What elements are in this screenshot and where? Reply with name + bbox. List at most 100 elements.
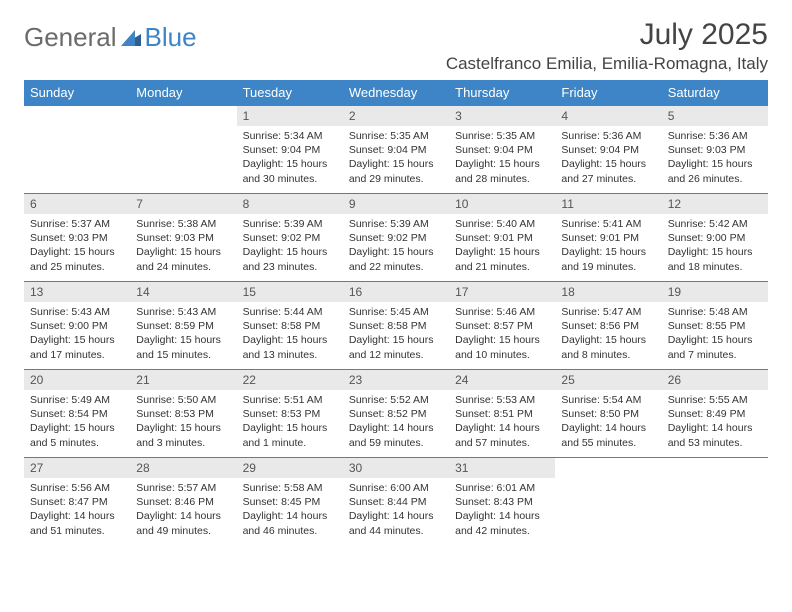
day-number: 5 bbox=[662, 106, 768, 126]
day-detail-line: Sunrise: 5:53 AM bbox=[455, 393, 549, 407]
day-header: Saturday bbox=[662, 80, 768, 106]
day-detail-line: Sunset: 8:58 PM bbox=[243, 319, 337, 333]
day-details: Sunrise: 5:57 AMSunset: 8:46 PMDaylight:… bbox=[130, 478, 236, 544]
day-detail-line: Sunset: 8:46 PM bbox=[136, 495, 230, 509]
day-number: 30 bbox=[343, 458, 449, 478]
day-number: 15 bbox=[237, 282, 343, 302]
month-title: July 2025 bbox=[446, 18, 768, 52]
day-detail-line: and 26 minutes. bbox=[668, 172, 762, 186]
day-number: 23 bbox=[343, 370, 449, 390]
calendar-head: SundayMondayTuesdayWednesdayThursdayFrid… bbox=[24, 80, 768, 106]
calendar-cell: 14Sunrise: 5:43 AMSunset: 8:59 PMDayligh… bbox=[130, 282, 236, 370]
day-number: 31 bbox=[449, 458, 555, 478]
calendar-cell: 1Sunrise: 5:34 AMSunset: 9:04 PMDaylight… bbox=[237, 106, 343, 194]
calendar-cell: 23Sunrise: 5:52 AMSunset: 8:52 PMDayligh… bbox=[343, 370, 449, 458]
calendar-cell: 29Sunrise: 5:58 AMSunset: 8:45 PMDayligh… bbox=[237, 458, 343, 546]
day-detail-line: Sunset: 8:44 PM bbox=[349, 495, 443, 509]
logo: General Blue bbox=[24, 18, 197, 53]
day-detail-line: Daylight: 15 hours bbox=[349, 245, 443, 259]
day-number: 2 bbox=[343, 106, 449, 126]
day-details: Sunrise: 5:53 AMSunset: 8:51 PMDaylight:… bbox=[449, 390, 555, 456]
day-detail-line: Sunrise: 5:45 AM bbox=[349, 305, 443, 319]
day-detail-line: Daylight: 15 hours bbox=[136, 333, 230, 347]
day-detail-line: Sunset: 9:00 PM bbox=[30, 319, 124, 333]
day-detail-line: Sunset: 9:02 PM bbox=[243, 231, 337, 245]
day-detail-line: and 57 minutes. bbox=[455, 436, 549, 450]
day-number: 13 bbox=[24, 282, 130, 302]
day-detail-line: Sunset: 8:45 PM bbox=[243, 495, 337, 509]
day-detail-line: Sunset: 8:56 PM bbox=[561, 319, 655, 333]
calendar-week: 27Sunrise: 5:56 AMSunset: 8:47 PMDayligh… bbox=[24, 458, 768, 546]
day-detail-line: and 12 minutes. bbox=[349, 348, 443, 362]
day-detail-line: Daylight: 15 hours bbox=[30, 245, 124, 259]
day-number: 25 bbox=[555, 370, 661, 390]
calendar-cell: 18Sunrise: 5:47 AMSunset: 8:56 PMDayligh… bbox=[555, 282, 661, 370]
day-detail-line: and 55 minutes. bbox=[561, 436, 655, 450]
day-header: Wednesday bbox=[343, 80, 449, 106]
day-detail-line: and 59 minutes. bbox=[349, 436, 443, 450]
day-details: Sunrise: 5:43 AMSunset: 9:00 PMDaylight:… bbox=[24, 302, 130, 368]
day-details: Sunrise: 5:44 AMSunset: 8:58 PMDaylight:… bbox=[237, 302, 343, 368]
day-detail-line: Sunrise: 5:42 AM bbox=[668, 217, 762, 231]
title-block: July 2025 Castelfranco Emilia, Emilia-Ro… bbox=[446, 18, 768, 74]
calendar-cell: 17Sunrise: 5:46 AMSunset: 8:57 PMDayligh… bbox=[449, 282, 555, 370]
calendar-cell: 31Sunrise: 6:01 AMSunset: 8:43 PMDayligh… bbox=[449, 458, 555, 546]
day-header: Friday bbox=[555, 80, 661, 106]
day-details: Sunrise: 5:34 AMSunset: 9:04 PMDaylight:… bbox=[237, 126, 343, 192]
day-detail-line: Daylight: 15 hours bbox=[455, 245, 549, 259]
day-number: 24 bbox=[449, 370, 555, 390]
day-number: 26 bbox=[662, 370, 768, 390]
day-detail-line: Daylight: 15 hours bbox=[455, 157, 549, 171]
day-detail-line: Sunset: 9:03 PM bbox=[136, 231, 230, 245]
day-detail-line: Sunrise: 5:46 AM bbox=[455, 305, 549, 319]
day-detail-line: Sunrise: 6:00 AM bbox=[349, 481, 443, 495]
day-detail-line: Daylight: 15 hours bbox=[243, 333, 337, 347]
day-number: 22 bbox=[237, 370, 343, 390]
calendar-cell: 16Sunrise: 5:45 AMSunset: 8:58 PMDayligh… bbox=[343, 282, 449, 370]
day-detail-line: and 42 minutes. bbox=[455, 524, 549, 538]
day-header-row: SundayMondayTuesdayWednesdayThursdayFrid… bbox=[24, 80, 768, 106]
day-detail-line: and 1 minute. bbox=[243, 436, 337, 450]
calendar-cell: 24Sunrise: 5:53 AMSunset: 8:51 PMDayligh… bbox=[449, 370, 555, 458]
calendar-week: 6Sunrise: 5:37 AMSunset: 9:03 PMDaylight… bbox=[24, 194, 768, 282]
day-detail-line: and 24 minutes. bbox=[136, 260, 230, 274]
calendar-cell: 19Sunrise: 5:48 AMSunset: 8:55 PMDayligh… bbox=[662, 282, 768, 370]
day-detail-line: and 53 minutes. bbox=[668, 436, 762, 450]
day-details: Sunrise: 5:39 AMSunset: 9:02 PMDaylight:… bbox=[343, 214, 449, 280]
calendar-cell: 7Sunrise: 5:38 AMSunset: 9:03 PMDaylight… bbox=[130, 194, 236, 282]
calendar-cell bbox=[662, 458, 768, 546]
calendar-cell: 9Sunrise: 5:39 AMSunset: 9:02 PMDaylight… bbox=[343, 194, 449, 282]
calendar-cell: 5Sunrise: 5:36 AMSunset: 9:03 PMDaylight… bbox=[662, 106, 768, 194]
day-detail-line: Sunrise: 5:35 AM bbox=[349, 129, 443, 143]
day-details: Sunrise: 5:51 AMSunset: 8:53 PMDaylight:… bbox=[237, 390, 343, 456]
day-detail-line: Sunrise: 5:50 AM bbox=[136, 393, 230, 407]
day-detail-line: and 17 minutes. bbox=[30, 348, 124, 362]
day-detail-line: Sunset: 8:49 PM bbox=[668, 407, 762, 421]
day-number: 27 bbox=[24, 458, 130, 478]
day-details: Sunrise: 5:55 AMSunset: 8:49 PMDaylight:… bbox=[662, 390, 768, 456]
day-detail-line: and 27 minutes. bbox=[561, 172, 655, 186]
day-detail-line: Sunrise: 5:43 AM bbox=[136, 305, 230, 319]
calendar-cell bbox=[555, 458, 661, 546]
calendar-cell: 25Sunrise: 5:54 AMSunset: 8:50 PMDayligh… bbox=[555, 370, 661, 458]
day-detail-line: Daylight: 14 hours bbox=[349, 509, 443, 523]
day-number: 10 bbox=[449, 194, 555, 214]
day-detail-line: Sunset: 8:50 PM bbox=[561, 407, 655, 421]
day-detail-line: Daylight: 15 hours bbox=[561, 333, 655, 347]
day-detail-line: and 3 minutes. bbox=[136, 436, 230, 450]
day-detail-line: and 30 minutes. bbox=[243, 172, 337, 186]
day-detail-line: Sunset: 8:55 PM bbox=[668, 319, 762, 333]
calendar-cell: 22Sunrise: 5:51 AMSunset: 8:53 PMDayligh… bbox=[237, 370, 343, 458]
day-detail-line: Sunset: 9:03 PM bbox=[30, 231, 124, 245]
day-detail-line: Daylight: 15 hours bbox=[668, 157, 762, 171]
day-detail-line: Sunset: 9:02 PM bbox=[349, 231, 443, 245]
day-detail-line: and 15 minutes. bbox=[136, 348, 230, 362]
day-detail-line: Sunset: 8:59 PM bbox=[136, 319, 230, 333]
day-number: 29 bbox=[237, 458, 343, 478]
calendar-cell: 20Sunrise: 5:49 AMSunset: 8:54 PMDayligh… bbox=[24, 370, 130, 458]
day-detail-line: Sunrise: 5:39 AM bbox=[349, 217, 443, 231]
day-detail-line: and 5 minutes. bbox=[30, 436, 124, 450]
day-number: 16 bbox=[343, 282, 449, 302]
day-detail-line: Sunset: 9:04 PM bbox=[243, 143, 337, 157]
day-detail-line: Sunrise: 5:37 AM bbox=[30, 217, 124, 231]
